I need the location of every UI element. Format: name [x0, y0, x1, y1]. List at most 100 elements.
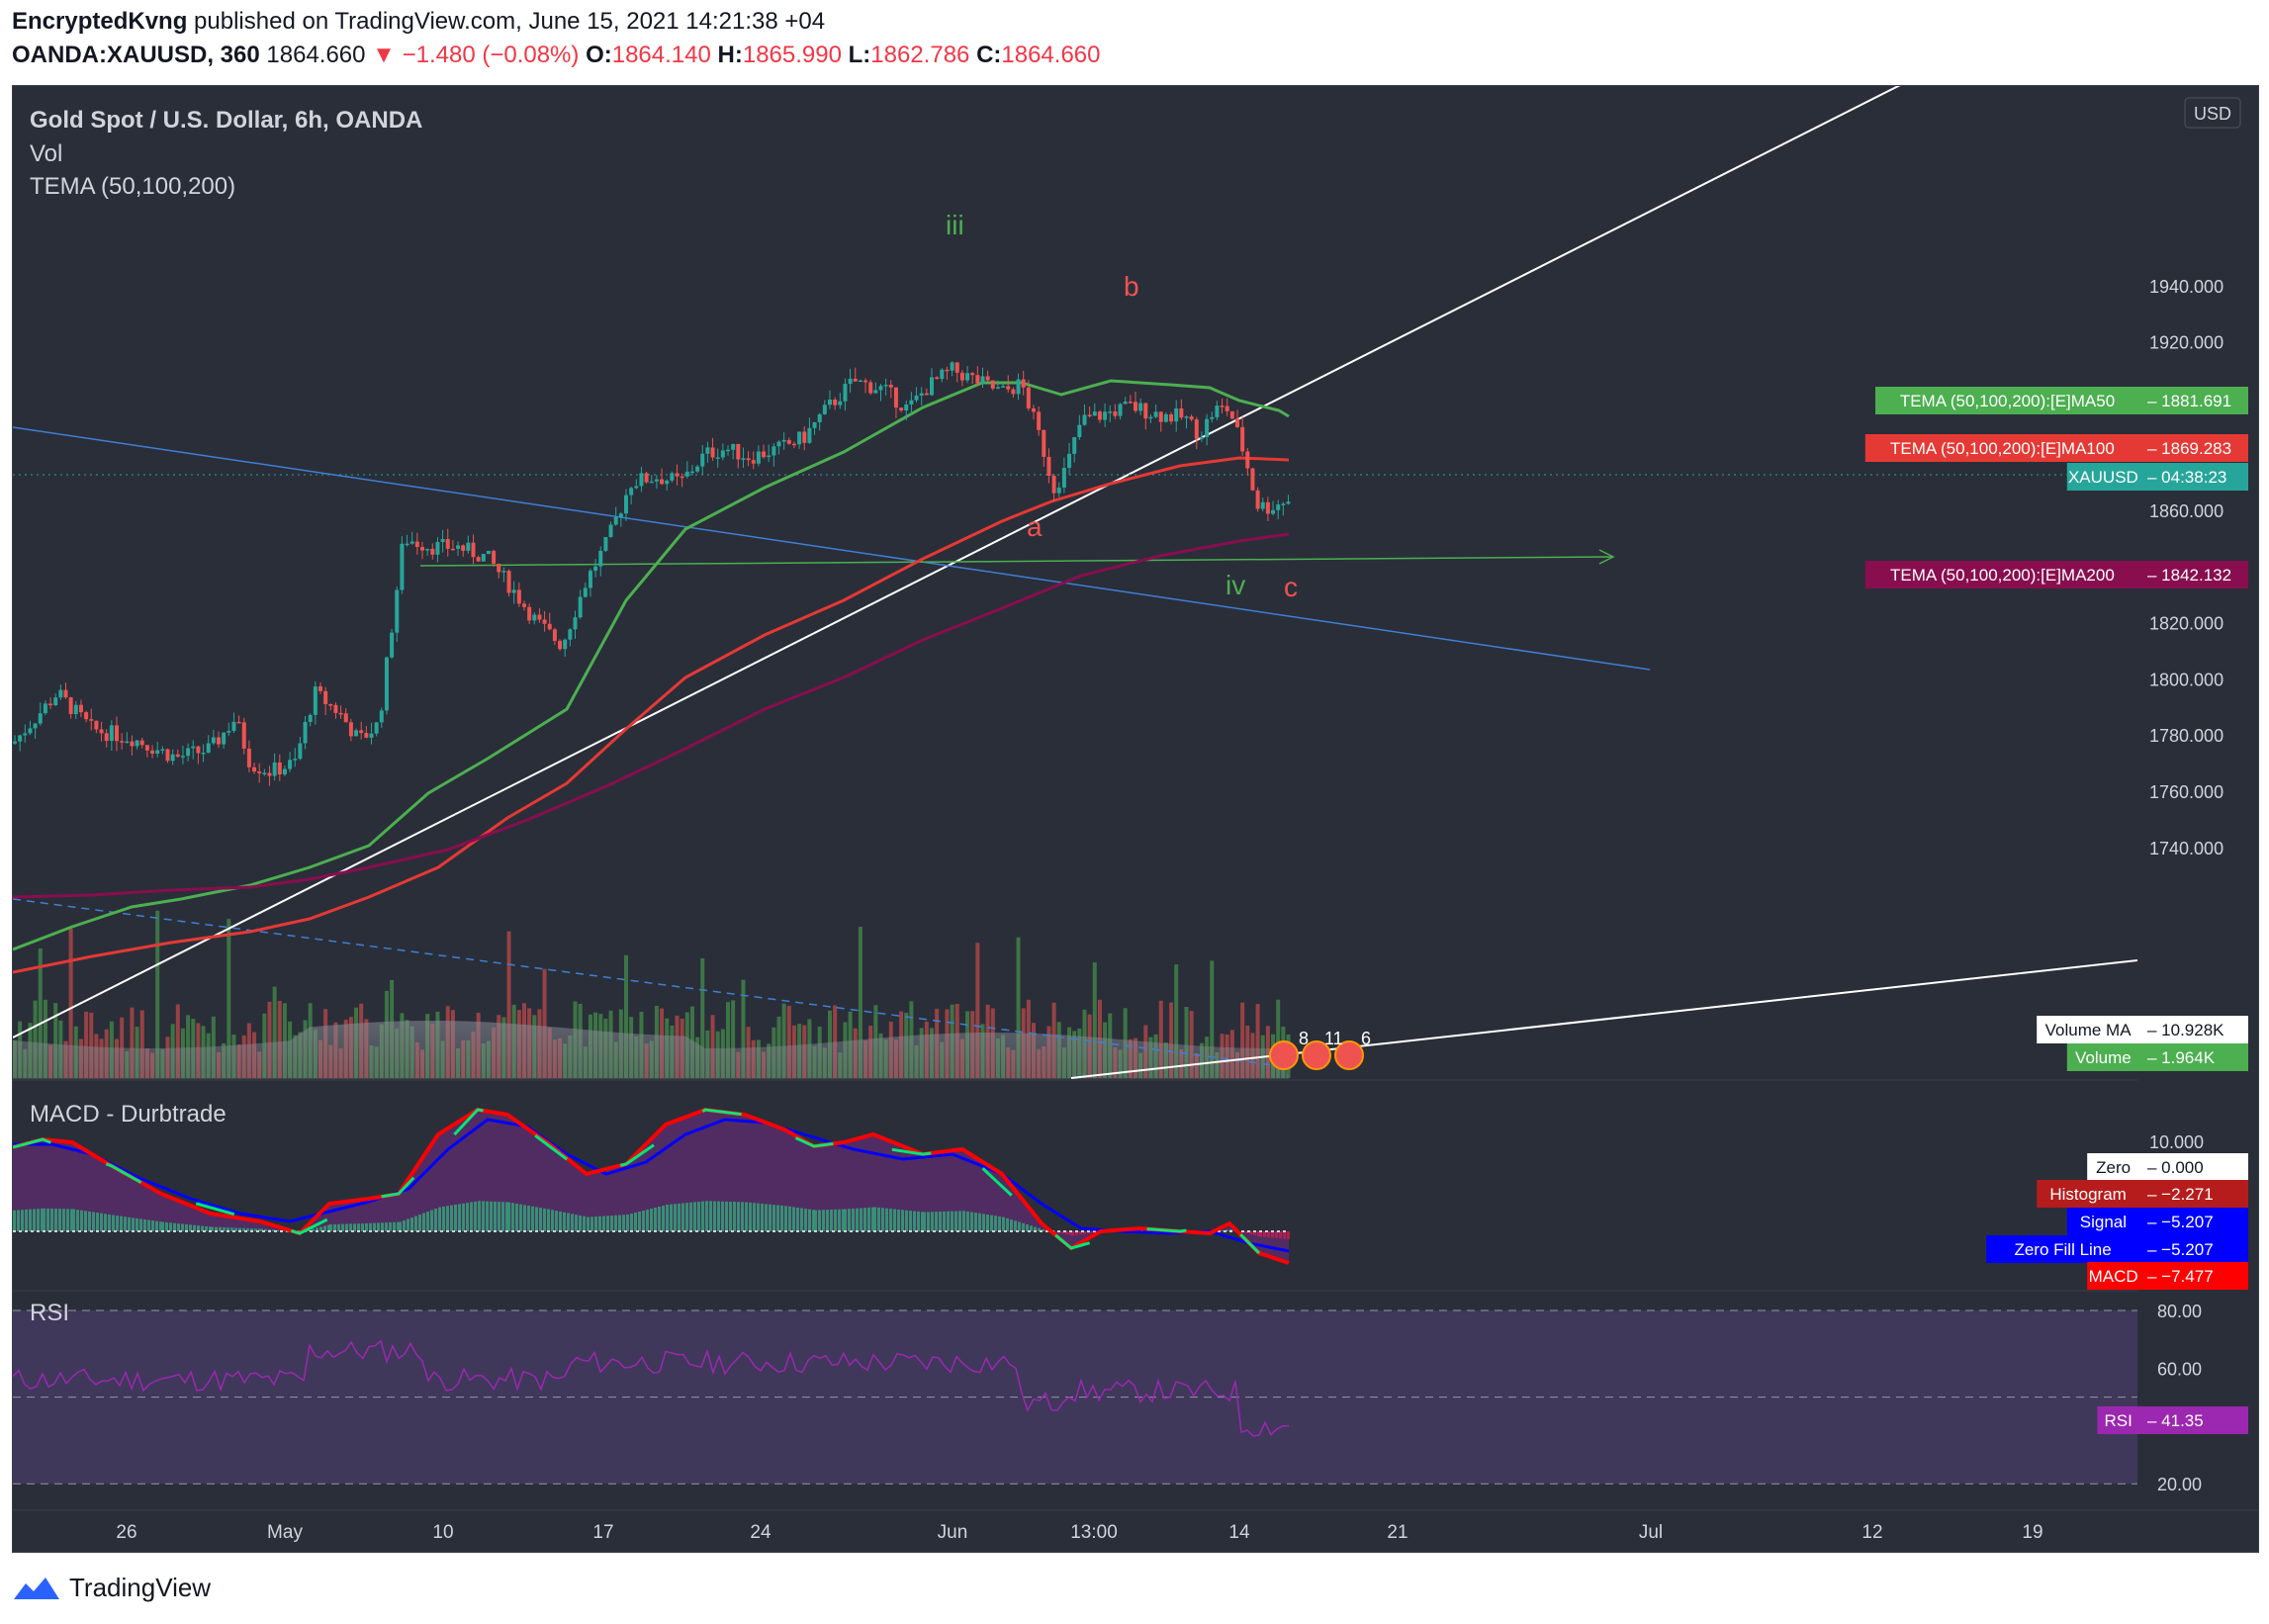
author-name[interactable]: EncryptedKvng: [12, 8, 188, 35]
macd-histogram-bar: [519, 1204, 522, 1231]
macd-histogram-bar: [46, 1208, 49, 1231]
macd-histogram-bar: [733, 1202, 736, 1231]
candle-body: [1210, 416, 1215, 419]
candle-body: [863, 380, 868, 383]
candle-body: [680, 476, 684, 479]
candle-body: [246, 748, 251, 767]
macd-histogram-bar: [583, 1216, 586, 1231]
candle-body: [252, 767, 257, 772]
macd-histogram-bar: [1079, 1231, 1082, 1235]
macd-histogram-bar: [1042, 1229, 1044, 1231]
candle-body: [1169, 413, 1174, 422]
macd-title: MACD - Durbtrade: [30, 1101, 227, 1128]
macd-histogram-bar: [329, 1224, 332, 1231]
macd-histogram-bar: [389, 1221, 392, 1231]
trend-lines[interactable]: [12, 73, 2138, 1232]
candle-body: [1163, 413, 1168, 422]
macd-histogram-bar: [590, 1217, 593, 1231]
candle-body: [715, 457, 720, 459]
candle-body: [13, 741, 17, 744]
macd-lines: [12, 1107, 1290, 1265]
chart-canvas[interactable]: Gold Spot / U.S. Dollar, 6h, OANDA Vol T…: [12, 73, 2258, 1552]
candle-body: [430, 548, 435, 555]
volume-bar: [624, 954, 628, 1078]
macd-histogram-bar: [745, 1202, 748, 1231]
candle-body: [425, 548, 430, 551]
candle-body: [751, 460, 756, 464]
macd-histogram-bar: [139, 1218, 142, 1231]
candle-body: [909, 400, 914, 406]
macd-pane[interactable]: [13, 1079, 2137, 1292]
candle-body: [293, 759, 298, 761]
macd-histogram-bar: [551, 1210, 554, 1231]
badge-label-bg: [2066, 1208, 2139, 1235]
candle-body: [1189, 416, 1194, 420]
event-count: 6: [1361, 1029, 1371, 1048]
candle-body: [608, 524, 613, 538]
tradingview-footer[interactable]: TradingView: [12, 1573, 211, 1602]
candle-body: [644, 473, 649, 483]
candle-body: [201, 753, 206, 755]
badge-value: – 04:38:23: [2147, 468, 2226, 487]
candle-body: [726, 449, 730, 452]
vol-legend: Vol: [30, 140, 62, 167]
event-flag-icon[interactable]: [1269, 1040, 1299, 1070]
macd-histogram-bar: [454, 1205, 457, 1231]
badge-value: – 0.000: [2147, 1158, 2204, 1177]
candle-body: [970, 373, 975, 376]
candle-body: [1134, 402, 1137, 411]
event-flag-icon[interactable]: [1334, 1040, 1364, 1070]
macd-histogram-bar: [193, 1224, 196, 1231]
volume-bar: [1092, 961, 1097, 1078]
candles[interactable]: [13, 361, 1291, 786]
candle-body: [1087, 414, 1092, 416]
tema50-line: [12, 379, 1290, 951]
candle-body: [28, 728, 33, 734]
macd-histogram-bar: [264, 1228, 267, 1231]
time-axis[interactable]: 26 May 10 17 24 Jun 13:00 14 21 Jul 12 19: [116, 1522, 2042, 1543]
rsi-pane[interactable]: [12, 1309, 2137, 1485]
macd-histogram-bar: [1010, 1219, 1013, 1231]
candle-body: [175, 754, 180, 758]
macd-histogram-bar: [1222, 1230, 1225, 1231]
macd-histogram-bar: [800, 1208, 803, 1231]
candle-body: [1021, 379, 1026, 388]
candle-body: [598, 550, 603, 567]
candle-body: [1118, 404, 1123, 416]
candle-body: [1194, 419, 1199, 439]
volume-bar: [282, 1003, 287, 1078]
macd-histogram-bar: [1026, 1224, 1029, 1231]
candle-body: [73, 704, 78, 714]
candle-body: [959, 372, 964, 381]
macd-histogram-bar: [885, 1208, 888, 1231]
macd-histogram-bar: [1225, 1229, 1228, 1231]
candle-body: [288, 760, 293, 769]
time-tick: 17: [592, 1522, 613, 1543]
candle-body: [440, 538, 445, 543]
chart-frame[interactable]: Gold Spot / U.S. Dollar, 6h, OANDA Vol T…: [12, 73, 2259, 1553]
volume-bar: [130, 1007, 135, 1078]
event-flag-icon[interactable]: [1302, 1040, 1331, 1070]
badge-value: – −5.207: [2147, 1240, 2214, 1259]
candle-body: [222, 732, 227, 745]
macd-histogram-bar: [88, 1211, 91, 1231]
support-arrow-icon: [1598, 549, 1615, 565]
candle-body: [893, 387, 898, 408]
macd-histogram-bar: [547, 1209, 550, 1231]
candle-body: [583, 587, 588, 597]
candle-body: [603, 537, 608, 551]
economic-events[interactable]: 8 11 6: [1269, 1029, 1371, 1070]
wave-iv-label: iv: [1225, 570, 1245, 600]
macd-histogram-bar: [943, 1211, 946, 1231]
macd-histogram-bar: [646, 1210, 649, 1231]
macd-histogram-bar: [982, 1214, 985, 1231]
candle-body: [400, 543, 405, 590]
candle-body: [791, 443, 796, 446]
macd-histogram-bar: [169, 1222, 172, 1231]
candle-body: [1092, 411, 1097, 416]
candle-body: [257, 771, 262, 773]
macd-histogram-bar: [772, 1205, 775, 1231]
macd-histogram-bar: [219, 1226, 222, 1231]
macd-histogram-bar: [606, 1216, 609, 1231]
currency-button[interactable]: [2184, 97, 2241, 129]
